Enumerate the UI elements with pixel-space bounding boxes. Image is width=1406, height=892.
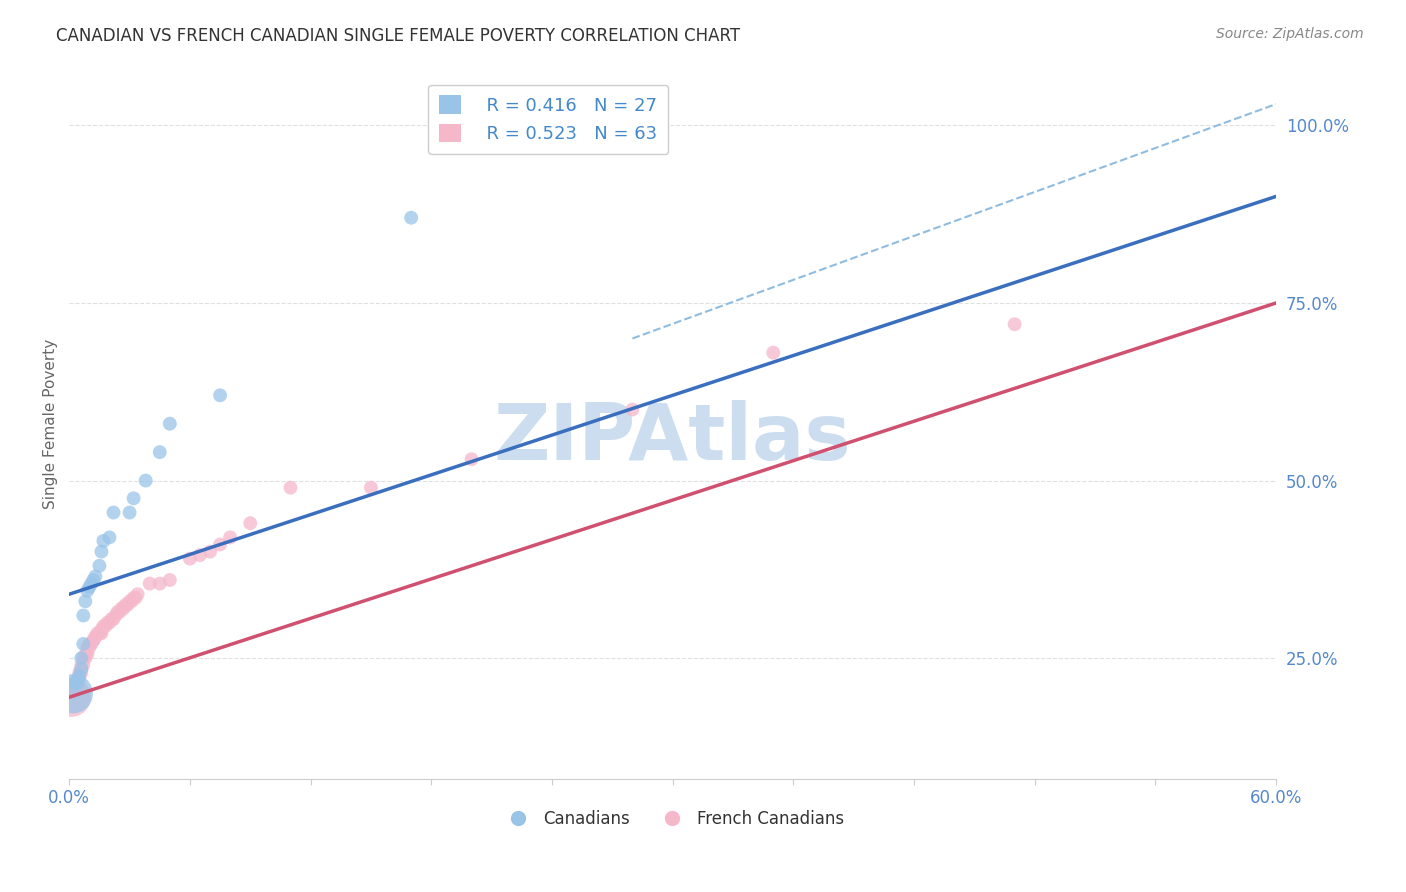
- Point: [103, 612, 125, 626]
- Point: [118, 594, 141, 608]
- Point: [124, 591, 146, 605]
- Point: [90, 626, 112, 640]
- Point: [76, 644, 98, 658]
- Point: [65, 676, 87, 690]
- Point: [70, 662, 93, 676]
- Point: [84, 630, 107, 644]
- Point: [159, 573, 181, 587]
- Point: [121, 594, 143, 608]
- Point: [84, 569, 107, 583]
- Point: [70, 662, 93, 676]
- Text: ZIPAtlas: ZIPAtlas: [494, 400, 852, 476]
- Point: [79, 640, 101, 655]
- Point: [82, 633, 104, 648]
- Point: [621, 402, 644, 417]
- Point: [70, 658, 93, 673]
- Point: [70, 651, 93, 665]
- Point: [65, 683, 87, 698]
- Point: [138, 576, 160, 591]
- Point: [149, 576, 172, 591]
- Point: [84, 630, 107, 644]
- Point: [90, 544, 112, 558]
- Point: [188, 548, 211, 562]
- Point: [89, 626, 111, 640]
- Point: [209, 537, 232, 551]
- Point: [762, 345, 785, 359]
- Legend: Canadians, French Canadians: Canadians, French Canadians: [495, 803, 851, 835]
- Point: [198, 544, 221, 558]
- Point: [104, 608, 127, 623]
- Point: [149, 445, 172, 459]
- Point: [72, 637, 94, 651]
- Point: [62, 687, 84, 701]
- Point: [66, 676, 89, 690]
- Point: [117, 598, 139, 612]
- Point: [239, 516, 262, 531]
- Point: [80, 576, 103, 591]
- Point: [72, 608, 94, 623]
- Point: [209, 388, 232, 402]
- Point: [112, 601, 135, 615]
- Point: [127, 587, 149, 601]
- Text: Source: ZipAtlas.com: Source: ZipAtlas.com: [1216, 27, 1364, 41]
- Point: [179, 551, 201, 566]
- Point: [62, 687, 84, 701]
- Point: [82, 633, 104, 648]
- Point: [399, 211, 422, 225]
- Point: [67, 669, 90, 683]
- Point: [1004, 318, 1026, 332]
- Text: CANADIAN VS FRENCH CANADIAN SINGLE FEMALE POVERTY CORRELATION CHART: CANADIAN VS FRENCH CANADIAN SINGLE FEMAL…: [56, 27, 741, 45]
- Y-axis label: Single Female Poverty: Single Female Poverty: [44, 339, 58, 508]
- Point: [72, 651, 94, 665]
- Point: [460, 452, 482, 467]
- Point: [98, 530, 121, 544]
- Point: [60, 690, 83, 705]
- Point: [65, 680, 87, 694]
- Point: [118, 506, 141, 520]
- Point: [79, 637, 101, 651]
- Point: [67, 665, 90, 680]
- Point: [100, 612, 122, 626]
- Point: [114, 598, 136, 612]
- Point: [93, 533, 115, 548]
- Point: [280, 481, 302, 495]
- Point: [75, 594, 97, 608]
- Point: [122, 591, 145, 605]
- Point: [89, 558, 111, 573]
- Point: [75, 648, 97, 662]
- Point: [96, 615, 118, 630]
- Point: [79, 580, 101, 594]
- Point: [67, 673, 90, 687]
- Point: [66, 673, 89, 687]
- Point: [219, 530, 242, 544]
- Point: [108, 605, 131, 619]
- Point: [159, 417, 181, 431]
- Point: [135, 474, 157, 488]
- Point: [66, 673, 89, 687]
- Point: [122, 491, 145, 506]
- Point: [360, 481, 382, 495]
- Point: [75, 651, 97, 665]
- Point: [86, 626, 108, 640]
- Point: [110, 601, 132, 615]
- Point: [98, 615, 121, 630]
- Point: [72, 658, 94, 673]
- Point: [107, 605, 129, 619]
- Point: [70, 665, 93, 680]
- Point: [94, 619, 117, 633]
- Point: [93, 619, 115, 633]
- Point: [67, 669, 90, 683]
- Point: [103, 506, 125, 520]
- Point: [66, 676, 89, 690]
- Point: [76, 648, 98, 662]
- Point: [82, 573, 104, 587]
- Point: [90, 623, 112, 637]
- Point: [76, 583, 98, 598]
- Point: [80, 637, 103, 651]
- Point: [76, 640, 98, 655]
